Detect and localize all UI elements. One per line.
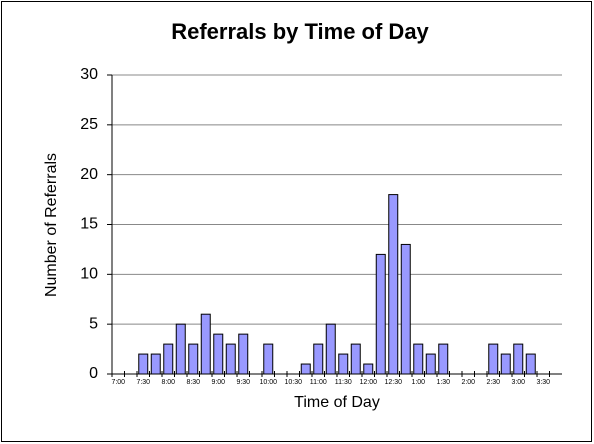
x-tick-label: 11:00 [310, 379, 327, 386]
x-tick-label: 2:30 [486, 379, 500, 386]
y-tick-label: 5 [89, 315, 98, 332]
bar [150, 353, 161, 375]
bar [225, 343, 236, 375]
x-axis-label: Time of Day [294, 394, 380, 411]
y-tick-label: 25 [80, 116, 98, 133]
bar [388, 194, 399, 375]
bar [413, 343, 424, 375]
x-tick-label: 9:30 [236, 379, 250, 386]
bar [513, 343, 524, 375]
bar [500, 353, 511, 375]
x-tick-label: 12:30 [384, 379, 402, 386]
x-tick-label: 7:30 [136, 379, 150, 386]
y-tick-label: 20 [80, 166, 98, 183]
y-tick-label: 15 [80, 216, 98, 233]
bar [438, 343, 449, 375]
bar [175, 323, 186, 375]
x-tick-label: 10:00 [259, 379, 277, 386]
x-tick-label: 7:00 [111, 379, 125, 386]
x-tick-label: 2:00 [461, 379, 475, 386]
x-tick-label: 10:30 [284, 379, 302, 386]
bar [263, 343, 274, 375]
x-tick-label: 1:30 [436, 379, 450, 386]
bar [213, 333, 224, 375]
bar [525, 353, 536, 375]
bar [400, 243, 411, 375]
x-tick-label: 3:30 [536, 379, 550, 386]
x-tick-label: 8:30 [186, 379, 200, 386]
bar [200, 313, 211, 375]
x-tick-label: 8:00 [161, 379, 175, 386]
bar [163, 343, 174, 375]
bar [238, 333, 249, 375]
bar [188, 343, 199, 375]
bar [375, 253, 386, 375]
x-tick-label: 12:00 [359, 379, 377, 386]
bar [350, 343, 361, 375]
y-tick-label: 10 [80, 266, 98, 283]
x-tick-label: 11:30 [335, 379, 352, 386]
bar [363, 363, 374, 375]
y-axis-label: Number of Referrals [43, 153, 60, 297]
bar [338, 353, 349, 375]
x-tick-label: 3:00 [511, 379, 525, 386]
chart-title: Referrals by Time of Day [171, 19, 429, 44]
bar [138, 353, 149, 375]
bar [488, 343, 499, 375]
y-tick-label: 0 [89, 365, 98, 382]
bar [300, 363, 311, 375]
x-tick-label: 9:00 [211, 379, 225, 386]
bar [325, 323, 336, 375]
y-tick-label: 30 [80, 66, 98, 83]
x-tick-label: 1:00 [411, 379, 425, 386]
bar [425, 353, 436, 375]
bar [313, 343, 324, 375]
